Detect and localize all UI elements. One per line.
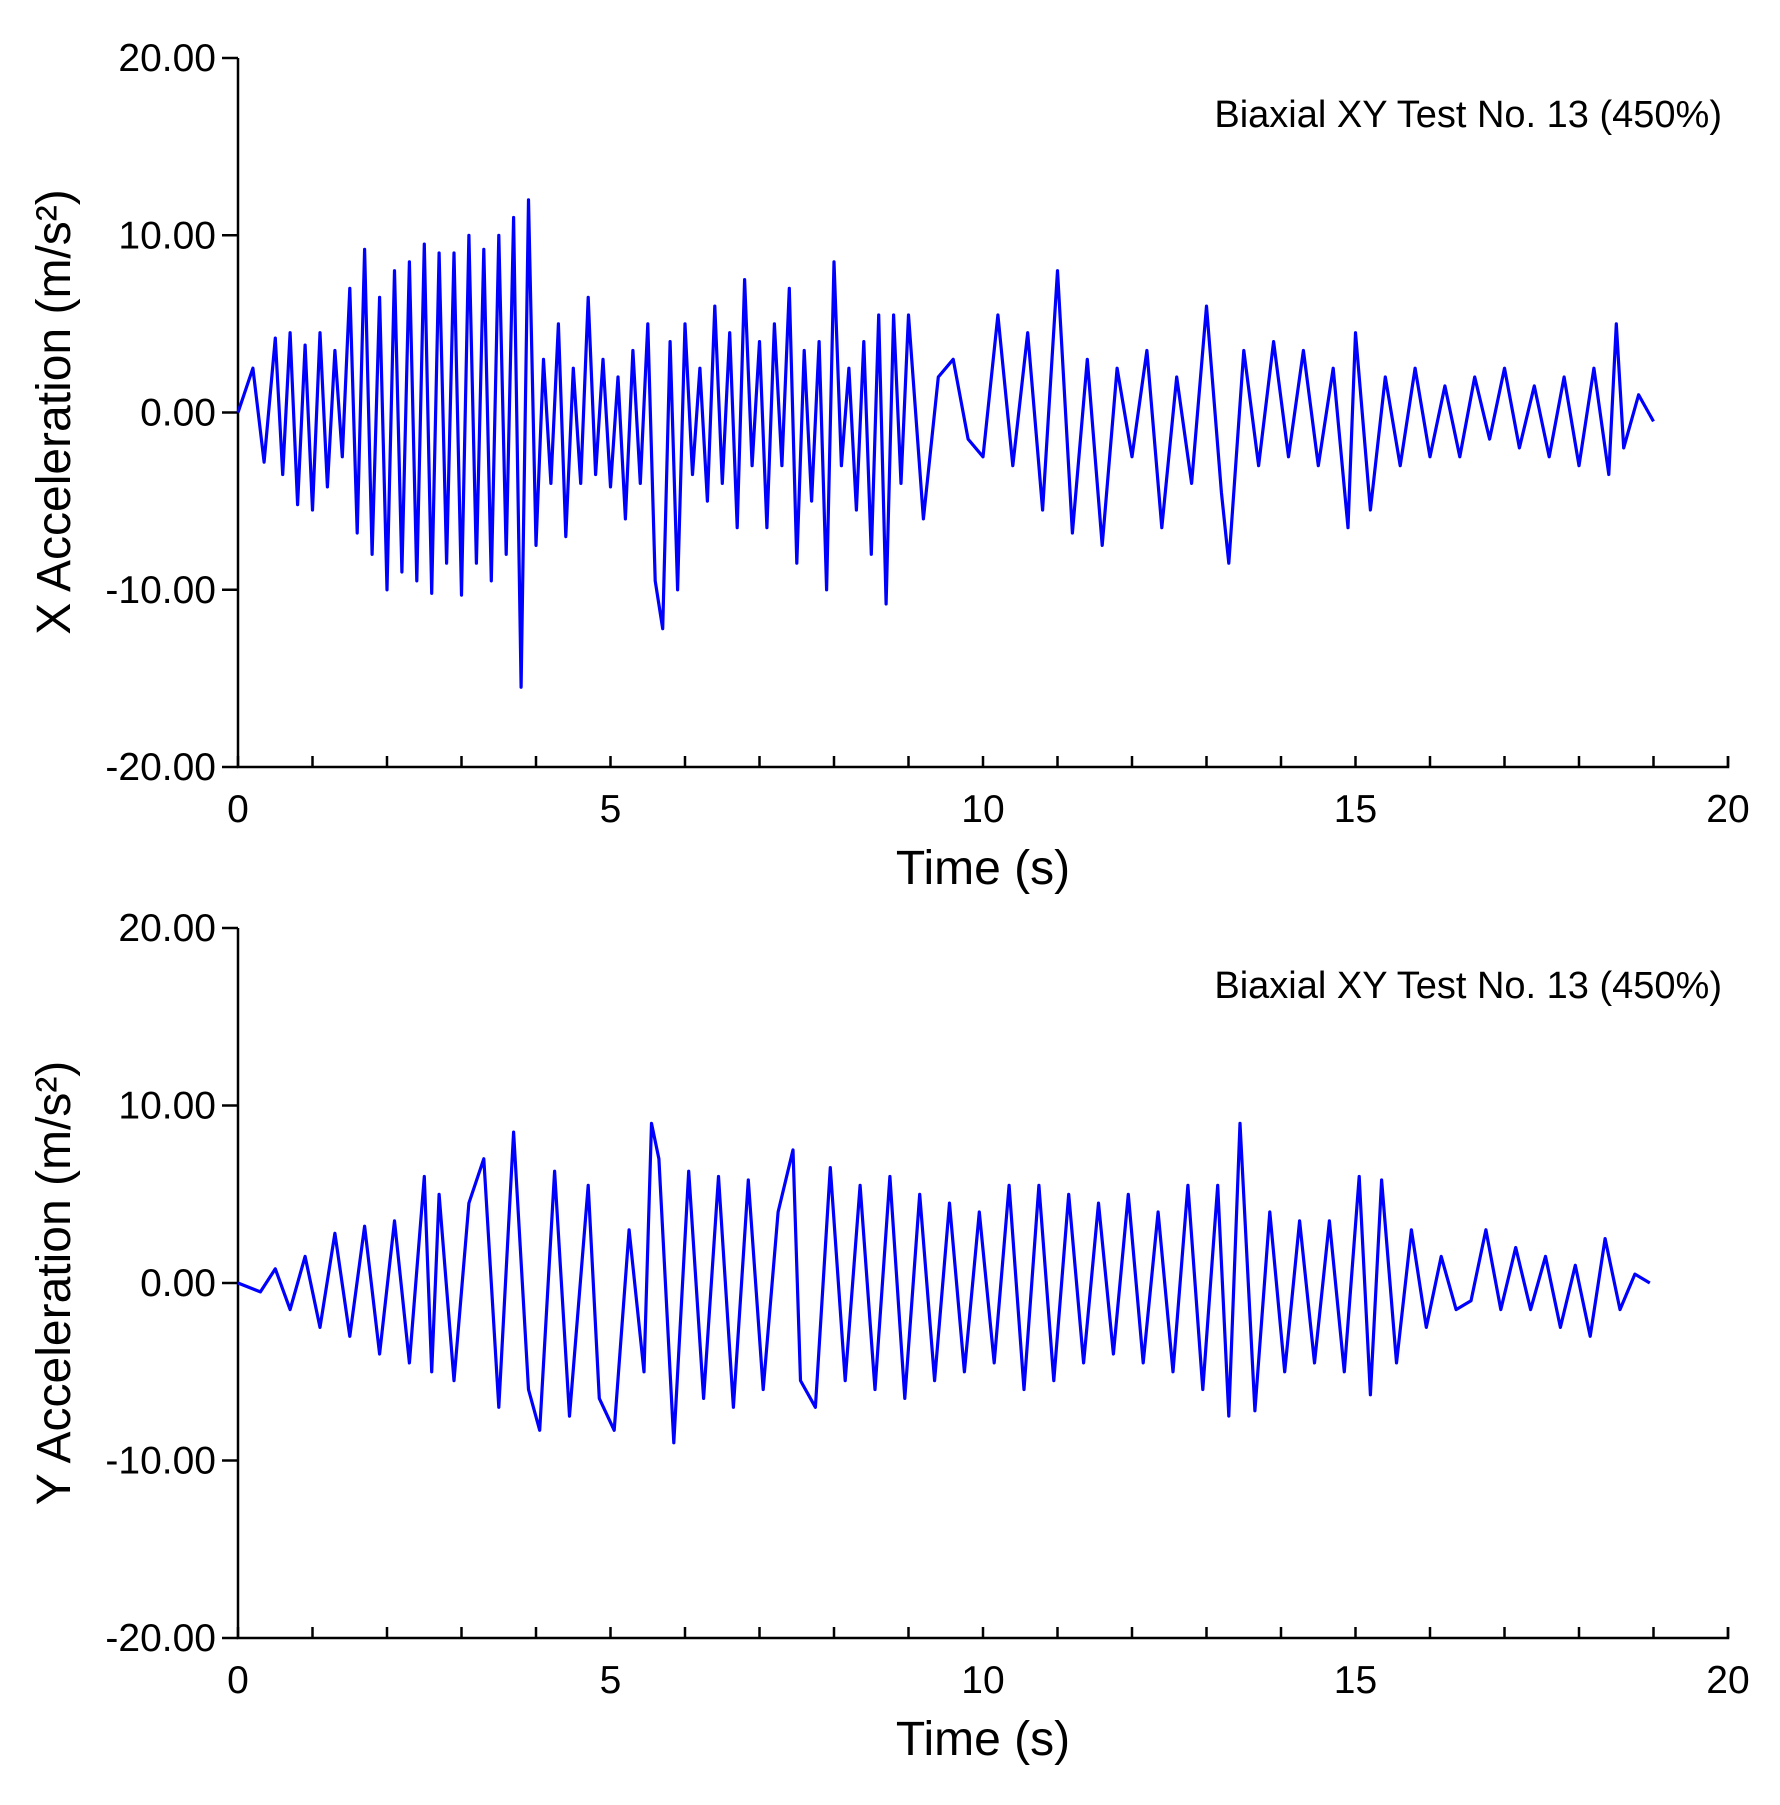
y-tick-label: 20.00 xyxy=(118,37,216,80)
y-tick-label: 0.00 xyxy=(140,392,216,435)
x-tick-label: 15 xyxy=(1334,788,1377,831)
y-axis-title: Y Acceleration (m/s²) xyxy=(28,1061,81,1506)
x-axis: 0 5 10 15 20 xyxy=(227,1627,1750,1702)
chart-x-acceleration: -20.00 -10.00 0.00 10.00 20.00 0 5 10 15 20 Time… xyxy=(28,37,1750,895)
x-axis: 0 5 10 15 20 xyxy=(227,756,1750,831)
annotation-label: Biaxial XY Test No. 13 (450%) xyxy=(1214,94,1722,136)
y-axis: -20.00 -10.00 0.00 10.00 20.00 xyxy=(105,907,238,1660)
y-tick-label: -10.00 xyxy=(105,569,216,612)
y-tick-label: -20.00 xyxy=(105,746,216,789)
x-axis-title: Time (s) xyxy=(896,1713,1070,1766)
chart-y-acceleration: -20.00 -10.00 0.00 10.00 20.00 0 5 10 15 20 Time… xyxy=(28,907,1750,1766)
y-tick-label: 20.00 xyxy=(118,907,216,950)
x-tick-label: 15 xyxy=(1334,1659,1377,1702)
x-tick-label: 0 xyxy=(227,1659,249,1702)
x-tick-label: 10 xyxy=(961,788,1004,831)
x-tick-label: 5 xyxy=(600,1659,622,1702)
y-tick-label: 0.00 xyxy=(140,1262,216,1305)
y-tick-label: -20.00 xyxy=(105,1617,216,1660)
y-tick-label: 10.00 xyxy=(118,214,216,257)
plot-frame xyxy=(236,58,1730,769)
x-tick-label: 5 xyxy=(600,788,622,831)
y-axis-title: X Acceleration (m/s²) xyxy=(28,189,81,634)
data-series xyxy=(237,1121,1651,1445)
annotation-label: Biaxial XY Test No. 13 (450%) xyxy=(1214,965,1722,1007)
x-tick-label: 20 xyxy=(1706,1659,1749,1702)
x-axis-title: Time (s) xyxy=(896,842,1070,895)
y-tick-label: 10.00 xyxy=(118,1085,216,1128)
x-tick-label: 20 xyxy=(1706,788,1749,831)
series-line xyxy=(237,1121,1651,1445)
x-tick-label: 0 xyxy=(227,788,249,831)
y-tick-label: -10.00 xyxy=(105,1440,216,1483)
x-tick-label: 10 xyxy=(961,1659,1004,1702)
data-series xyxy=(236,198,1655,689)
y-axis: -20.00 -10.00 0.00 10.00 20.00 xyxy=(105,37,238,789)
series-line xyxy=(236,198,1655,689)
